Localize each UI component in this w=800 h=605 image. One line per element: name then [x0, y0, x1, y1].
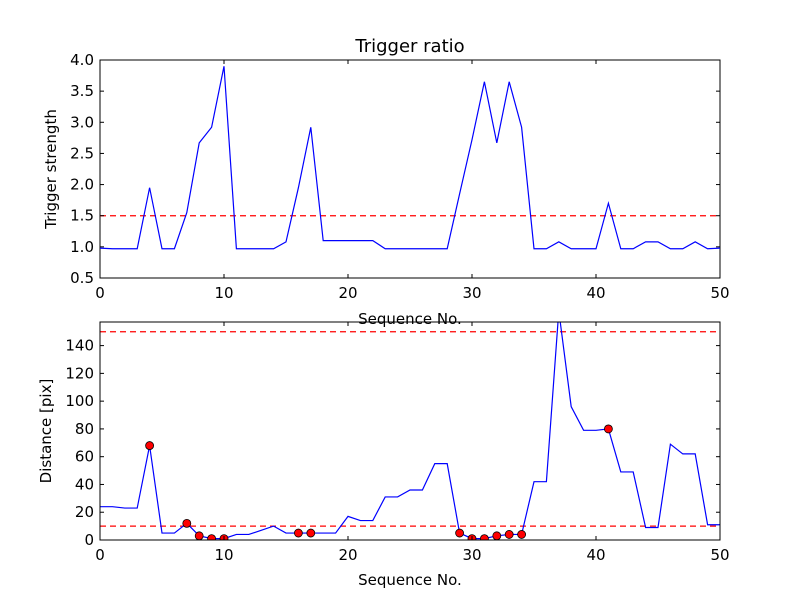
bottom-x-tick-label: 30 [462, 546, 481, 564]
bottom-axes-frame [99, 321, 721, 541]
top-axes-frame [99, 59, 721, 279]
top-x-tick-label: 10 [214, 284, 233, 302]
top-x-tick-label: 30 [462, 284, 481, 302]
top-y-tick-label: 1.5 [70, 207, 94, 225]
top-y-tick-label: 3.5 [70, 82, 94, 100]
top-y-tick-label: 0.5 [70, 269, 94, 287]
top-series-line-0 [99, 66, 721, 250]
bottom-y-tick-label: 80 [75, 420, 94, 438]
bottom-x-tick-label: 20 [338, 546, 357, 564]
bottom-y-tick-label: 40 [75, 475, 94, 493]
bottom-marker-point [182, 518, 192, 528]
top-x-tick-label: 40 [586, 284, 605, 302]
top-x-axis-label: Sequence No. [358, 310, 462, 328]
bottom-x-tick-label: 10 [214, 546, 233, 564]
top-y-tick-label: 4.0 [70, 51, 94, 69]
bottom-x-tick-label: 50 [710, 546, 729, 564]
top-y-tick-label: 2.0 [70, 176, 94, 194]
bottom-marker-point [517, 530, 526, 539]
distance-plot: 0 10 20 30 40 50 0 20 40 60 80 100 120 140 Sequence N… [37, 321, 730, 589]
bottom-marker-point [455, 528, 465, 538]
bottom-x-axis-label: Sequence No. [358, 571, 462, 589]
bottom-marker-point [504, 530, 514, 539]
top-y-tick-label: 1.0 [70, 238, 94, 256]
bottom-y-tick-label: 0 [84, 531, 94, 549]
bottom-y-tick-label: 120 [65, 364, 94, 382]
bottom-marker-point [194, 531, 204, 540]
bottom-y-tick-label: 100 [65, 392, 94, 410]
bottom-y-axis-label: Distance [pix] [37, 379, 55, 484]
top-y-axis-label: Trigger strength [42, 109, 60, 230]
top-x-tick-label: 20 [338, 284, 357, 302]
top-y-tick-label: 2.5 [70, 144, 94, 162]
bottom-x-tick-label: 0 [95, 546, 105, 564]
bottom-marker-point [480, 534, 489, 540]
bottom-x-tick-label: 40 [586, 546, 605, 564]
top-x-tick-label: 0 [95, 284, 105, 302]
bottom-marker-point [145, 441, 155, 450]
trigger-ratio-plot: 0 10 20 30 40 50 0.5 1.0 1.5 2.0 2.5 3.0 3.5 4.0 Trig… [42, 36, 730, 328]
top-x-tick-label: 50 [710, 284, 729, 302]
top-y-tick-label: 3.0 [70, 113, 94, 131]
top-chart-title: Trigger ratio [354, 36, 464, 57]
bottom-marker-point [207, 534, 216, 540]
bottom-y-tick-label: 140 [65, 337, 94, 355]
bottom-marker-point [604, 424, 613, 434]
bottom-marker-point [293, 528, 303, 538]
bottom-y-tick-label: 60 [75, 448, 94, 466]
bottom-marker-point [492, 531, 502, 540]
bottom-y-tick-label: 20 [75, 503, 94, 521]
bottom-marker-point [306, 528, 316, 538]
